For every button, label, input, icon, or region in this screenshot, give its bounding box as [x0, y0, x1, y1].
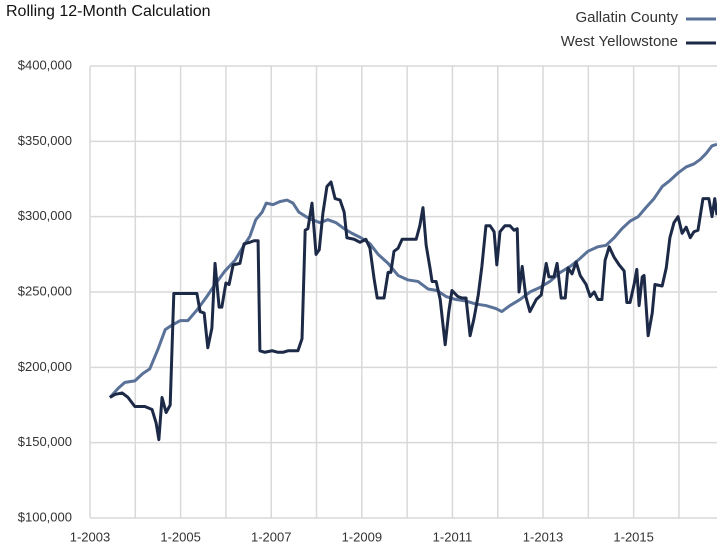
x-tick-label: 1-2011 — [433, 529, 473, 544]
y-tick-label: $350,000 — [18, 133, 72, 148]
x-tick-label: 1-2003 — [70, 529, 110, 544]
x-tick-label: 1-2013 — [523, 529, 563, 544]
legend-label: Gallatin County — [575, 9, 678, 26]
x-tick-label: 1-2009 — [342, 529, 382, 544]
x-tick-label: 1-2007 — [251, 529, 291, 544]
plot — [108, 142, 717, 442]
y-tick-label: $250,000 — [18, 283, 72, 298]
chart-title: Rolling 12-Month Calculation — [6, 3, 211, 20]
data-line — [108, 142, 717, 399]
x-tick-label: 1-2005 — [160, 529, 200, 544]
legend-label: West Yellowstone — [561, 33, 678, 50]
y-tick-label: $400,000 — [18, 57, 72, 72]
data-line — [109, 180, 717, 442]
y-tick-label: $300,000 — [18, 208, 72, 223]
y-tick-label: $200,000 — [18, 359, 72, 374]
grid — [89, 65, 717, 519]
x-tick-label: 1-2015 — [613, 529, 653, 544]
y-tick-label: $100,000 — [18, 509, 72, 524]
y-tick-label: $150,000 — [18, 434, 72, 449]
